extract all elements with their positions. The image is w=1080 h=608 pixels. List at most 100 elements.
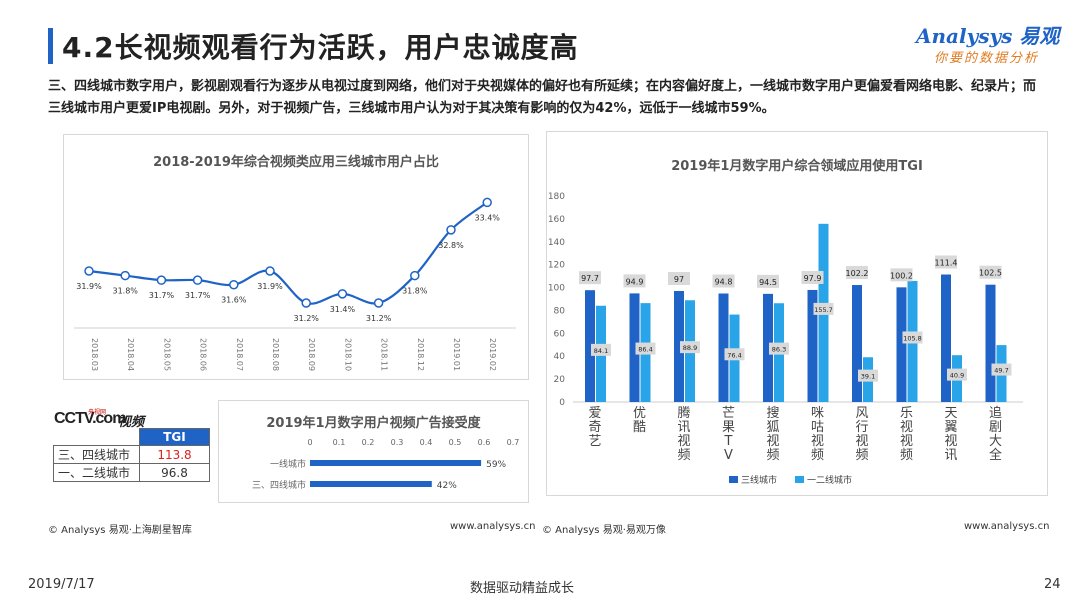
bar-y-tick-label: 60 bbox=[554, 329, 566, 339]
bar-y-tick-label: 120 bbox=[548, 261, 565, 271]
bar-data-label: 155.7 bbox=[814, 306, 833, 314]
bar-series1 bbox=[674, 290, 684, 402]
line-tick-label: 2018.05 bbox=[162, 338, 171, 371]
bar-y-tick-label: 80 bbox=[554, 306, 566, 316]
tgi-header-row: TGI bbox=[54, 428, 210, 446]
bar-data-label: 49.7 bbox=[994, 367, 1008, 375]
bar-series1 bbox=[585, 290, 595, 402]
right-footer-source: © Analysys 易观·易观万像 bbox=[542, 525, 666, 536]
line-tick-label: 2018.07 bbox=[235, 338, 244, 371]
logo-brand: Analysys 易观 bbox=[916, 24, 1060, 48]
hbar-tick-label: 0.4 bbox=[420, 438, 433, 447]
bar-category-label: 爱奇艺 bbox=[588, 406, 601, 449]
bar-label-bg bbox=[846, 266, 868, 280]
bar-data-label: 97 bbox=[674, 275, 684, 284]
cctv-suffix: 视频 bbox=[118, 415, 145, 430]
bar-y-tick-label: 0 bbox=[559, 398, 565, 408]
report-date: 2019/7/17 bbox=[28, 577, 95, 592]
tgi-bar-chart: 0 20 40 60 80 100 120 140 160 180 97.7 84.1 爱奇艺 94.9 8… bbox=[548, 192, 1023, 486]
hbar-data-label: 59% bbox=[486, 460, 506, 470]
hbar-bar bbox=[310, 481, 432, 487]
cctv-cn: 央视网 bbox=[88, 409, 107, 416]
bar-data-label: 86.3 bbox=[772, 346, 786, 354]
line-point bbox=[265, 266, 275, 276]
line-tick-label: 2018.04 bbox=[126, 338, 135, 371]
bar-data-label: 97.7 bbox=[581, 274, 599, 283]
bar-data-label: 40.9 bbox=[950, 372, 964, 380]
line-chart-panel: 2018-2019年综合视频类应用三线城市用户占比 31.9% 2018.03 31… bbox=[63, 134, 529, 380]
table-row: 三、四线城市 113.8 bbox=[53, 445, 210, 464]
line-tick-label: 2019.02 bbox=[488, 338, 497, 371]
legend-label-series2: 一二线城市 bbox=[807, 474, 852, 486]
line-data-label: 31.6% bbox=[221, 296, 247, 305]
legend-label-series1: 三线城市 bbox=[741, 474, 777, 486]
line-data-label: 31.8% bbox=[112, 287, 138, 296]
bar-series1 bbox=[763, 293, 773, 402]
bar-y-tick-label: 160 bbox=[548, 215, 565, 225]
line-data-label: 31.9% bbox=[76, 282, 102, 291]
hbar-category-label: 一线城市 bbox=[270, 458, 306, 470]
bar-y-tick-label: 140 bbox=[548, 238, 565, 248]
bar-label-bg bbox=[623, 274, 646, 288]
bar-y-tick-label: 180 bbox=[548, 192, 565, 202]
bar-data-label: 97.9 bbox=[804, 274, 822, 283]
line-point bbox=[120, 270, 130, 281]
page-title: 4.2长视频观看行为活跃，用户忠诚度高 bbox=[62, 31, 579, 64]
line-tick-label: 2018.09 bbox=[307, 338, 316, 371]
ad-acceptance-panel: 2019年1月数字用户视频广告接受度 0 0.1 0.2 0.3 0.4 0.5 0.6 0.… bbox=[218, 400, 529, 503]
left-footer-url: www.analysys.cn bbox=[450, 521, 536, 532]
line-data-label: 32.8% bbox=[438, 241, 464, 250]
line-point bbox=[482, 197, 492, 208]
bar-data-label: 39.1 bbox=[861, 373, 875, 381]
bar-label-bg bbox=[769, 342, 789, 355]
bar-category-label: 风行视频 bbox=[855, 406, 868, 463]
legend-swatch-series1 bbox=[729, 476, 738, 483]
line-data-label: 31.7% bbox=[185, 291, 211, 300]
right-footer-url: www.analysys.cn bbox=[964, 521, 1050, 532]
tgi-value: 113.8 bbox=[139, 445, 210, 464]
line-point bbox=[337, 289, 348, 299]
line-point bbox=[410, 270, 420, 281]
tgi-city: 三、四线城市 bbox=[53, 445, 140, 464]
bar-series1 bbox=[807, 289, 818, 402]
bar-data-label: 105.8 bbox=[903, 334, 922, 342]
line-data-label: 31.2% bbox=[366, 314, 392, 323]
bar-data-label: 88.9 bbox=[683, 344, 697, 352]
bar-series1 bbox=[941, 274, 951, 402]
bar-label-bg bbox=[724, 348, 745, 361]
line-tick-label: 2018.10 bbox=[343, 338, 352, 371]
hbar-tick-label: 0.5 bbox=[449, 438, 462, 447]
line-point bbox=[192, 275, 203, 285]
footer-slogan: 数据驱动精益成长 bbox=[470, 581, 575, 596]
ad-acceptance-chart: 0 0.1 0.2 0.3 0.4 0.5 0.6 0.7 一线城市 59% 三、四线城市 42% bbox=[252, 438, 520, 491]
bar-data-label: 76.4 bbox=[727, 351, 741, 359]
bar-label-bg bbox=[979, 265, 1002, 279]
line-data-label: 31.8% bbox=[402, 287, 428, 296]
hbar-category-label: 三、四线城市 bbox=[252, 479, 306, 491]
bar-data-label: 102.5 bbox=[979, 269, 1002, 278]
hbar-bar bbox=[310, 460, 482, 466]
bar-category-label: 芒果 T V bbox=[722, 405, 735, 463]
line-data-label: 33.4% bbox=[474, 213, 500, 222]
bar-data-label: 94.8 bbox=[715, 278, 733, 287]
bar-label-bg bbox=[635, 342, 656, 355]
bar-label-bg bbox=[991, 363, 1012, 376]
hbar-tick-label: 0 bbox=[307, 438, 312, 447]
bar-data-label: 94.9 bbox=[626, 277, 644, 286]
bar-data-label: 84.1 bbox=[594, 347, 608, 355]
tgi-city: 一、二线城市 bbox=[53, 463, 140, 482]
line-point bbox=[301, 298, 311, 308]
bar-category-label: 乐视视频 bbox=[900, 406, 913, 463]
line-point bbox=[84, 266, 94, 276]
bar-category-label: 搜狐视频 bbox=[766, 406, 779, 463]
bar-category-label: 天翼视讯 bbox=[944, 406, 957, 463]
hbar-tick-label: 0.6 bbox=[478, 438, 491, 447]
line-point bbox=[156, 275, 167, 285]
bar-category-label: 优酷 bbox=[633, 406, 646, 435]
bar-label-bg bbox=[947, 368, 967, 381]
cctv-mark: CCTV.com bbox=[54, 410, 126, 427]
bar-label-bg bbox=[902, 331, 923, 344]
hbar-tick-label: 0.7 bbox=[507, 438, 520, 447]
bar-label-bg bbox=[757, 274, 779, 288]
bar-label-bg bbox=[680, 341, 700, 354]
